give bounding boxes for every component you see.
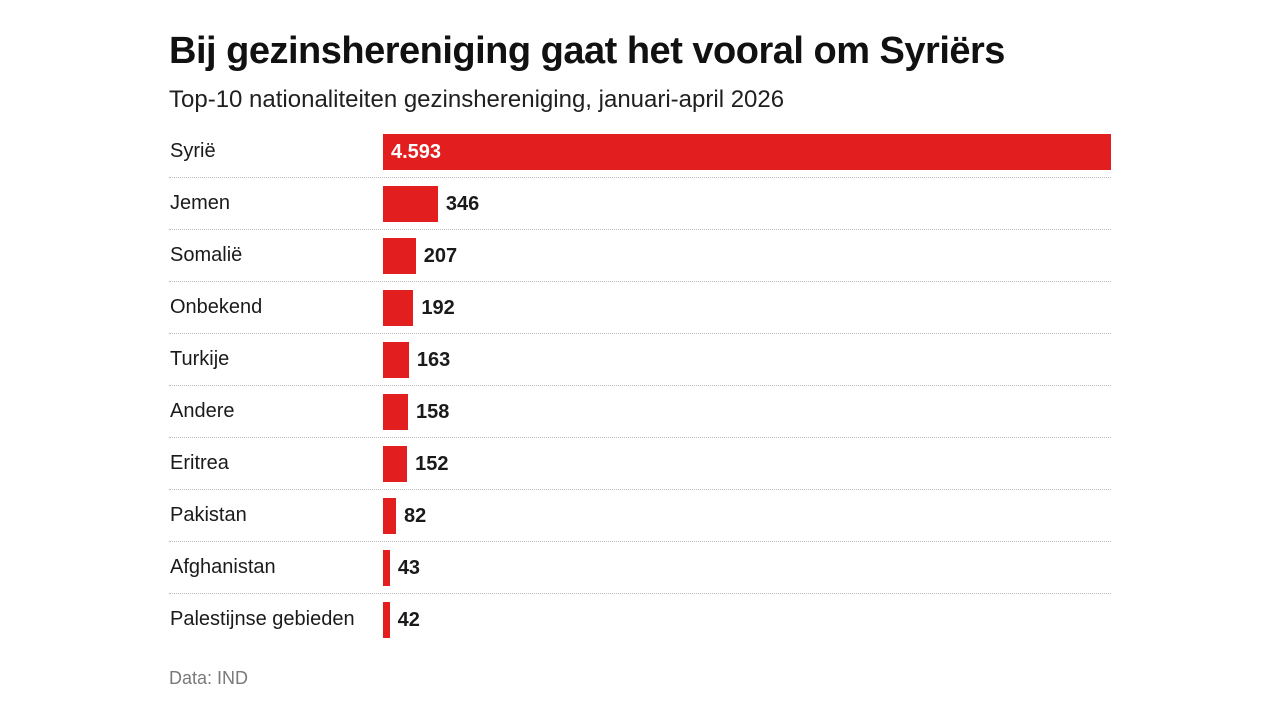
row-divider bbox=[169, 437, 1111, 438]
bar bbox=[383, 290, 414, 326]
bar-row: Onbekend 192 bbox=[169, 282, 1111, 334]
row-divider bbox=[169, 541, 1111, 542]
category-label: Pakistan bbox=[170, 504, 247, 526]
bar-row: Somalië 207 bbox=[169, 230, 1111, 282]
source-note: Data: IND bbox=[169, 668, 249, 688]
bar bbox=[383, 394, 409, 430]
value-label: 192 bbox=[421, 297, 455, 319]
category-label: Eritrea bbox=[170, 452, 229, 474]
value-label: 4.593 bbox=[391, 141, 442, 163]
category-label: Jemen bbox=[170, 192, 231, 214]
row-divider bbox=[169, 281, 1111, 282]
chart-title: Bij gezinshereniging gaat het vooral om … bbox=[169, 30, 1005, 72]
chart-subtitle: Top-10 nationaliteiten gezinshereniging,… bbox=[169, 86, 785, 113]
value-label: 346 bbox=[445, 193, 480, 215]
value-label: 207 bbox=[423, 245, 458, 267]
category-label: Palestijnse gebieden bbox=[170, 608, 355, 630]
bar-row: Syrië 4.593 bbox=[169, 126, 1111, 178]
bar-row: Pakistan 82 bbox=[169, 490, 1111, 542]
bar-row: Turkije 163 bbox=[169, 334, 1111, 386]
row-divider bbox=[169, 333, 1111, 334]
row-divider bbox=[169, 177, 1111, 178]
category-label: Syrië bbox=[170, 140, 216, 162]
bar bbox=[383, 498, 396, 534]
bar-row: Andere 158 bbox=[169, 386, 1111, 438]
value-label: 43 bbox=[397, 557, 421, 579]
bar-chart: Syrië 4.593 Jemen 346 Somalië 207 Onbekend 192 T… bbox=[169, 126, 1111, 646]
category-label: Turkije bbox=[170, 348, 230, 370]
row-divider bbox=[169, 489, 1111, 490]
row-divider bbox=[169, 593, 1111, 594]
bar bbox=[383, 550, 390, 586]
row-divider bbox=[169, 229, 1111, 230]
bar bbox=[383, 342, 409, 378]
bar bbox=[383, 602, 390, 638]
category-label: Andere bbox=[170, 400, 235, 422]
bar bbox=[383, 238, 416, 274]
bar bbox=[383, 446, 408, 482]
category-label: Somalië bbox=[170, 244, 243, 266]
value-label: 163 bbox=[416, 349, 451, 371]
bar bbox=[383, 134, 1111, 170]
value-label: 82 bbox=[403, 505, 427, 527]
bar-row: Palestijnse gebieden 42 bbox=[169, 594, 1111, 646]
bar-row: Afghanistan 43 bbox=[169, 542, 1111, 594]
row-divider bbox=[169, 385, 1111, 386]
value-label: 42 bbox=[397, 609, 420, 631]
bar-row: Eritrea 152 bbox=[169, 438, 1111, 490]
bar bbox=[383, 186, 438, 222]
bar-row: Jemen 346 bbox=[169, 178, 1111, 230]
category-label: Afghanistan bbox=[170, 556, 276, 578]
category-label: Onbekend bbox=[170, 296, 263, 318]
value-label: 152 bbox=[415, 453, 449, 475]
value-label: 158 bbox=[416, 401, 450, 423]
